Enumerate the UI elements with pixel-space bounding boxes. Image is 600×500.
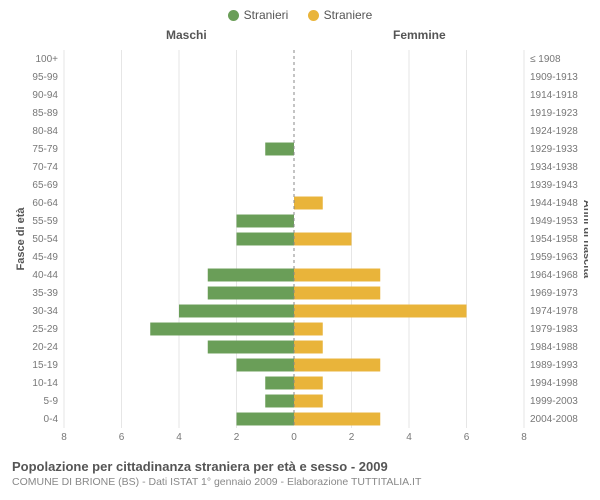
svg-text:1984-1988: 1984-1988 (530, 342, 578, 353)
svg-text:1919-1923: 1919-1923 (530, 108, 578, 119)
svg-text:1949-1953: 1949-1953 (530, 216, 578, 227)
svg-text:1959-1963: 1959-1963 (530, 252, 578, 263)
svg-text:1909-1913: 1909-1913 (530, 72, 578, 83)
legend-item-male: Stranieri (228, 8, 289, 22)
pyramid-svg: 100+ 95-99 90-94 85-89 80-84 75-79 70-74 65-69 6… (12, 46, 588, 446)
svg-text:20-24: 20-24 (32, 342, 58, 353)
svg-text:30-34: 30-34 (32, 306, 58, 317)
svg-text:1999-2003: 1999-2003 (530, 396, 578, 407)
bar-female (294, 196, 323, 209)
footer-subtitle: COMUNE DI BRIONE (BS) - Dati ISTAT 1° ge… (12, 476, 588, 488)
svg-text:1924-1928: 1924-1928 (530, 126, 578, 137)
bar-male (150, 322, 294, 335)
bar-female (294, 304, 467, 317)
bar-male (265, 376, 294, 389)
bar-male (237, 214, 295, 227)
svg-text:10-14: 10-14 (32, 378, 58, 389)
bar-female (294, 286, 380, 299)
svg-text:80-84: 80-84 (32, 126, 58, 137)
svg-text:1944-1948: 1944-1948 (530, 198, 578, 209)
svg-text:1914-1918: 1914-1918 (530, 90, 578, 101)
svg-text:95-99: 95-99 (32, 72, 58, 83)
bar-male (237, 232, 295, 245)
bar-male (237, 358, 295, 371)
bar-male (208, 268, 294, 281)
svg-text:55-59: 55-59 (32, 216, 58, 227)
svg-text:8: 8 (61, 432, 67, 443)
svg-text:6: 6 (119, 432, 125, 443)
header-male: Maschi (166, 28, 207, 42)
svg-text:25-29: 25-29 (32, 324, 58, 335)
svg-text:1989-1993: 1989-1993 (530, 360, 578, 371)
bar-female (294, 394, 323, 407)
bar-female (294, 322, 323, 335)
svg-text:1974-1978: 1974-1978 (530, 306, 578, 317)
svg-text:85-89: 85-89 (32, 108, 58, 119)
bar-male (179, 304, 294, 317)
svg-text:1929-1933: 1929-1933 (530, 144, 578, 155)
svg-text:70-74: 70-74 (32, 162, 58, 173)
legend-swatch-female (308, 10, 319, 21)
legend-item-female: Straniere (308, 8, 373, 22)
chart-container: Stranieri Straniere Maschi Femmine 100+ 9… (0, 0, 600, 500)
svg-text:≤ 1908: ≤ 1908 (530, 54, 561, 65)
svg-text:0-4: 0-4 (44, 414, 59, 425)
svg-text:2004-2008: 2004-2008 (530, 414, 578, 425)
svg-text:2: 2 (234, 432, 240, 443)
svg-text:Anni di nascita: Anni di nascita (581, 199, 588, 278)
bar-female (294, 376, 323, 389)
svg-text:40-44: 40-44 (32, 270, 58, 281)
svg-text:4: 4 (406, 432, 412, 443)
svg-text:1994-1998: 1994-1998 (530, 378, 578, 389)
svg-text:50-54: 50-54 (32, 234, 58, 245)
svg-text:8: 8 (521, 432, 527, 443)
bar-female (294, 232, 352, 245)
legend: Stranieri Straniere (12, 8, 588, 24)
svg-text:35-39: 35-39 (32, 288, 58, 299)
svg-text:2: 2 (349, 432, 355, 443)
svg-text:75-79: 75-79 (32, 144, 58, 155)
header-female: Femmine (393, 28, 446, 42)
svg-text:15-19: 15-19 (32, 360, 58, 371)
bar-female (294, 358, 380, 371)
bar-female (294, 412, 380, 425)
bar-male (237, 412, 295, 425)
chart-footer: Popolazione per cittadinanza straniera p… (12, 459, 588, 488)
column-headers: Maschi Femmine (12, 28, 588, 44)
svg-text:1979-1983: 1979-1983 (530, 324, 578, 335)
bar-male (208, 340, 294, 353)
bar-female (294, 268, 380, 281)
svg-text:1964-1968: 1964-1968 (530, 270, 578, 281)
bar-male (265, 394, 294, 407)
svg-text:45-49: 45-49 (32, 252, 58, 263)
svg-text:1939-1943: 1939-1943 (530, 180, 578, 191)
footer-title: Popolazione per cittadinanza straniera p… (12, 459, 588, 474)
svg-text:100+: 100+ (35, 54, 58, 65)
svg-text:65-69: 65-69 (32, 180, 58, 191)
svg-text:6: 6 (464, 432, 470, 443)
svg-text:4: 4 (176, 432, 182, 443)
pyramid-plot: 100+ 95-99 90-94 85-89 80-84 75-79 70-74 65-69 6… (12, 46, 588, 451)
svg-text:0: 0 (291, 432, 297, 443)
svg-text:90-94: 90-94 (32, 90, 58, 101)
bar-male (265, 142, 294, 155)
svg-text:Fasce di età: Fasce di età (15, 206, 27, 270)
legend-label-male: Stranieri (244, 8, 289, 22)
bar-male (208, 286, 294, 299)
legend-swatch-male (228, 10, 239, 21)
legend-label-female: Straniere (324, 8, 373, 22)
svg-text:1954-1958: 1954-1958 (530, 234, 578, 245)
svg-text:5-9: 5-9 (44, 396, 59, 407)
svg-text:1934-1938: 1934-1938 (530, 162, 578, 173)
bar-female (294, 340, 323, 353)
svg-text:60-64: 60-64 (32, 198, 58, 209)
svg-text:1969-1973: 1969-1973 (530, 288, 578, 299)
